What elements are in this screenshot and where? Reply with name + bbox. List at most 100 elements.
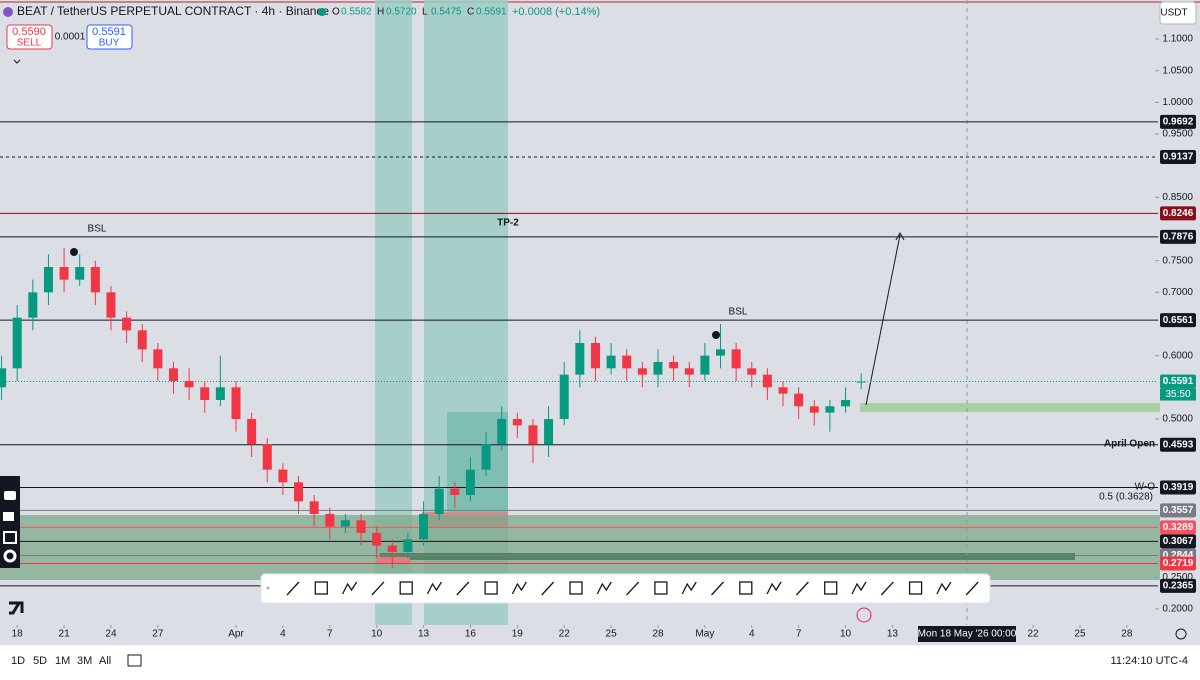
tool-icon[interactable]: [880, 581, 894, 596]
candles: [0, 247, 866, 568]
y-tick-label: 0.2000: [1162, 604, 1193, 615]
range-button[interactable]: 1D: [11, 655, 25, 667]
y-tick-label: 0.2500: [1162, 572, 1193, 583]
tool-icon[interactable]: [626, 581, 640, 596]
level-label-box: [1160, 229, 1196, 244]
range-button[interactable]: All: [99, 655, 111, 667]
ohlc-key: L: [422, 7, 428, 18]
band: [380, 553, 1075, 560]
candle-body: [262, 444, 272, 470]
levels: [0, 121, 1158, 587]
tool-icon[interactable]: [371, 581, 385, 596]
tool-icon[interactable]: [654, 581, 668, 595]
sell-button[interactable]: [6, 24, 53, 50]
x-tick-label: May: [695, 629, 714, 640]
camera-icon[interactable]: [4, 491, 16, 500]
candle-body: [434, 488, 444, 514]
candle-body: [372, 532, 382, 546]
currency-button[interactable]: [1159, 1, 1197, 25]
tool-icon[interactable]: [908, 581, 923, 595]
tool-icon[interactable]: [484, 581, 498, 595]
tool-icon[interactable]: [681, 581, 697, 595]
drawing-tools: [266, 581, 979, 596]
demand-zone: [0, 515, 1160, 580]
candle-body: [794, 393, 804, 407]
range-button[interactable]: 1M: [55, 655, 70, 667]
candle-body: [184, 380, 194, 388]
y-tick-label: 0.9500: [1162, 129, 1193, 140]
video-icon[interactable]: [3, 512, 14, 521]
candle-body: [528, 425, 538, 445]
candle-body: [653, 361, 663, 375]
range-button[interactable]: 3M: [77, 655, 92, 667]
candle-body: [325, 513, 335, 527]
candle-body: [684, 368, 694, 375]
tool-icon[interactable]: [399, 581, 413, 595]
drawings: [0, 0, 1160, 625]
candle-body: [778, 387, 788, 394]
annotation: BSL: [88, 224, 107, 235]
candle-body: [43, 266, 53, 293]
candle-body: [247, 418, 257, 445]
alert-icon[interactable]: [856, 607, 872, 623]
tool-icon[interactable]: [426, 581, 443, 595]
settings-icon[interactable]: [1175, 628, 1187, 640]
clock: 11:24:10 UTC-4: [1111, 655, 1188, 667]
layout-icon[interactable]: [3, 531, 17, 544]
x-tick-label: 27: [152, 629, 164, 640]
spread: 0.0001: [55, 32, 86, 43]
collapse-icon[interactable]: [13, 59, 21, 64]
x-tick-label: 10: [840, 629, 852, 640]
x-tick-label: 22: [1028, 629, 1040, 640]
tv-logo: [9, 601, 24, 615]
tool-icon[interactable]: [541, 581, 555, 596]
sell-label: SELL: [17, 38, 42, 49]
range-button[interactable]: 5D: [33, 655, 47, 667]
candle-body: [168, 368, 178, 381]
arrow-head: [895, 231, 905, 241]
tool-icon[interactable]: [286, 581, 300, 596]
y-tick-label: 1.1000: [1162, 34, 1193, 45]
countdown: 35:50: [1165, 389, 1190, 400]
y-tick-label: 1.0000: [1162, 97, 1193, 108]
band: [860, 403, 1160, 412]
candle-body: [419, 513, 429, 540]
tool-icon[interactable]: [824, 581, 838, 595]
ohlc: O 0.5582 H 0.5720 L 0.5475 C 0.5591: [332, 7, 507, 18]
y-tick-label: 0.5000: [1162, 414, 1193, 425]
calendar-icon[interactable]: [127, 654, 142, 667]
tool-icon[interactable]: [739, 581, 753, 595]
candle-body: [59, 266, 69, 280]
level-label-box: [1160, 520, 1196, 535]
symbol-title[interactable]: BEAT / TetherUS PERPETUAL CONTRACT · 4h …: [17, 4, 329, 18]
tool-icon[interactable]: [456, 581, 470, 596]
tool-icon[interactable]: [342, 581, 358, 595]
level-label: 0.2719: [1163, 558, 1194, 569]
tool-icon[interactable]: [711, 581, 724, 596]
level-label-box: [1160, 534, 1196, 549]
x-tick-label: 10: [371, 629, 383, 640]
tool-icon[interactable]: [936, 581, 952, 595]
buy-button[interactable]: [86, 24, 133, 50]
candle-body: [700, 355, 710, 375]
x-tick-label: 7: [796, 629, 802, 640]
candle-body: [106, 292, 116, 318]
settings-icon[interactable]: [3, 549, 17, 563]
date-label-box: [918, 626, 1016, 642]
x-tick-label: 25: [606, 629, 618, 640]
tool-icon[interactable]: [596, 581, 612, 595]
tool-icon[interactable]: [851, 581, 867, 595]
x-tick-label: 16: [465, 629, 477, 640]
tool-icon[interactable]: [965, 581, 979, 596]
candle-body: [731, 349, 741, 369]
tool-icon[interactable]: [511, 581, 527, 595]
left-toolbar: [0, 476, 20, 568]
buy-label: BUY: [99, 38, 120, 49]
tool-icon[interactable]: [795, 581, 809, 596]
tool-icon[interactable]: [766, 581, 782, 595]
candle-body: [309, 501, 319, 514]
tool-icon[interactable]: [569, 581, 583, 595]
tool-icon[interactable]: [314, 581, 328, 595]
candle-body: [12, 317, 22, 369]
candle-body: [278, 469, 288, 483]
